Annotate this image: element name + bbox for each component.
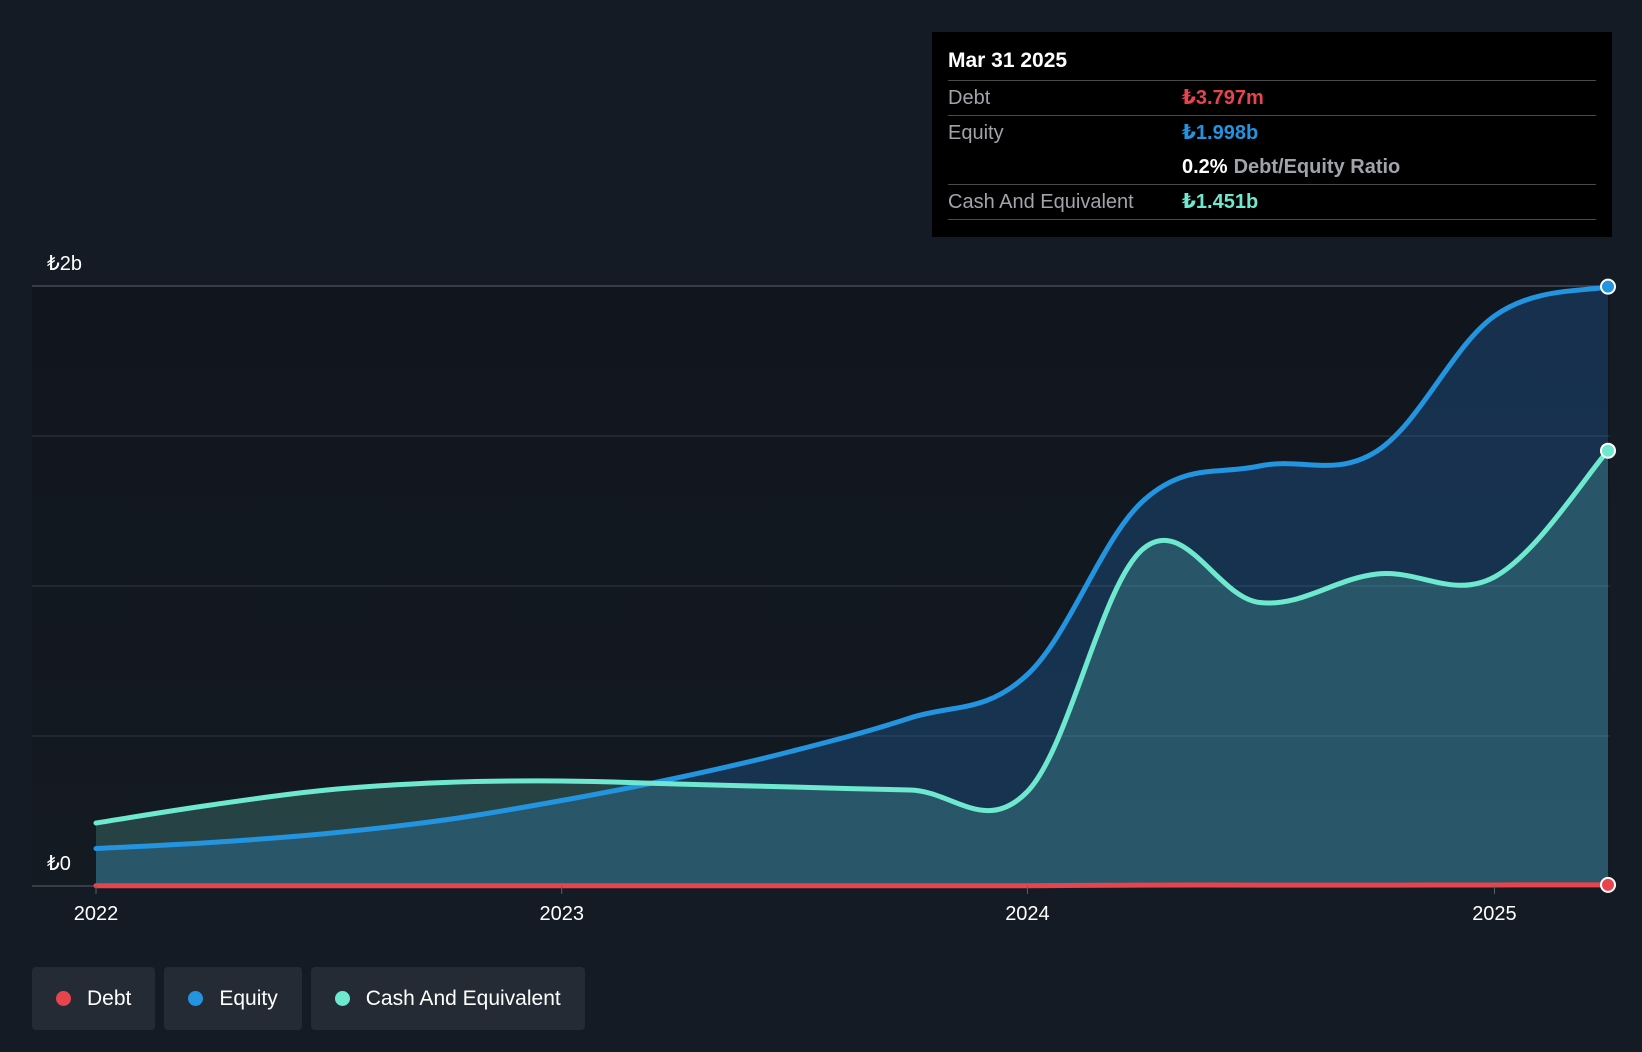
legend-item-equity[interactable]: Equity [164,967,302,1030]
y-tick-label: ₺0 [47,853,71,875]
debt-dot-icon [56,991,71,1006]
tooltip-equity-value: ₺1.998b [1182,122,1259,144]
cash-and-equivalent-line [93,448,1611,826]
debt-line [93,882,1611,889]
tooltip-ratio-row: 0.2% Debt/Equity Ratio [948,150,1596,185]
tooltip-debt-row: Debt ₺3.797m [948,81,1596,116]
tooltip-ratio-value: 0.2% [1182,156,1228,178]
y-tick-label: ₺2b [47,253,82,275]
legend-item-debt[interactable]: Debt [32,967,156,1030]
legend-item-cash[interactable]: Cash And Equivalent [310,967,585,1030]
legend-label-equity: Equity [219,986,278,1010]
x-tick-label: 2022 [74,903,119,925]
cash-and-equivalent-area [96,450,1608,886]
tooltip-equity-row: Equity ₺1.998b [948,116,1596,150]
series-end-markers [1600,278,1616,893]
equity-end-point [1600,278,1616,295]
legend-label-debt: Debt [87,986,132,1010]
cash-and-equivalent-end-point [1600,442,1616,459]
tooltip-debt-label: Debt [948,87,991,109]
equity-area [96,286,1608,887]
tooltip-cash-row: Cash And Equivalent ₺1.451b [948,185,1596,220]
cash-dot-icon [334,991,350,1006]
x-axis: 2022 2023 2024 2025 [74,886,1517,925]
debt-end-point [1600,876,1616,893]
legend-label-cash: Cash And Equivalent [365,986,561,1010]
x-tick-label: 2023 [539,903,584,925]
series-lines [93,284,1611,889]
tooltip-equity-label: Equity [948,122,1004,144]
tooltip: Mar 31 2025 Debt ₺3.797m Equity ₺1.998b … [932,32,1612,237]
legend: Debt Equity Cash And Equivalent [32,967,585,1030]
tooltip-cash-label: Cash And Equivalent [948,191,1134,213]
tooltip-date: Mar 31 2025 [948,46,1596,81]
tooltip-ratio-label: Debt/Equity Ratio [1233,156,1401,178]
x-tick-label: 2025 [1472,903,1517,925]
tooltip-debt-value: ₺3.797m [1182,87,1264,109]
x-tick-label: 2024 [1005,903,1050,925]
tooltip-cash-value: ₺1.451b [1182,191,1259,213]
equity-line [93,284,1611,851]
y-axis: ₺0 ₺2b [47,253,82,875]
equity-dot-icon [188,991,204,1006]
